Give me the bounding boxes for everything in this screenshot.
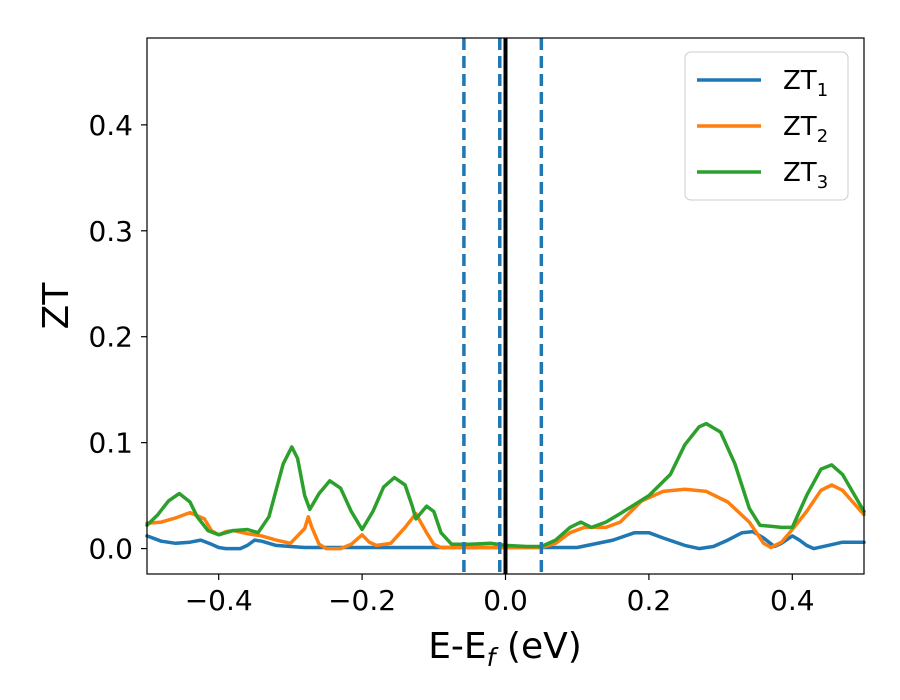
series-line-3 [145, 421, 866, 549]
plot-area [145, 38, 866, 574]
y-tick-label: 0.4 [88, 109, 133, 142]
x-tick-label: 0.4 [770, 584, 815, 617]
x-tick-label: −0.2 [328, 584, 396, 617]
y-tick-label: 0.0 [88, 533, 133, 566]
y-axis-label: ZT [36, 282, 77, 330]
x-tick-label: 0.2 [627, 584, 672, 617]
x-tick-label: −0.4 [185, 584, 253, 617]
legend-label-3: ZT3 [783, 158, 828, 193]
legend-box [684, 51, 849, 201]
series-line-1 [145, 529, 866, 551]
y-tick-label: 0.1 [88, 427, 133, 460]
legend: ZT1 ZT2 ZT3 [684, 51, 849, 201]
legend-label-2: ZT2 [783, 112, 828, 147]
y-tick-label: 0.2 [88, 321, 133, 354]
x-axis-label: E-Ef (eV) [428, 626, 582, 672]
y-tick-label: 0.3 [88, 215, 133, 248]
series-line-2 [145, 483, 866, 551]
axis-ticks: −0.4 −0.2 0.0 0.2 0.4 0.0 0.1 0.2 0.3 0.4 [88, 109, 814, 617]
legend-label-1: ZT1 [783, 66, 828, 101]
x-tick-label: 0.0 [483, 584, 528, 617]
